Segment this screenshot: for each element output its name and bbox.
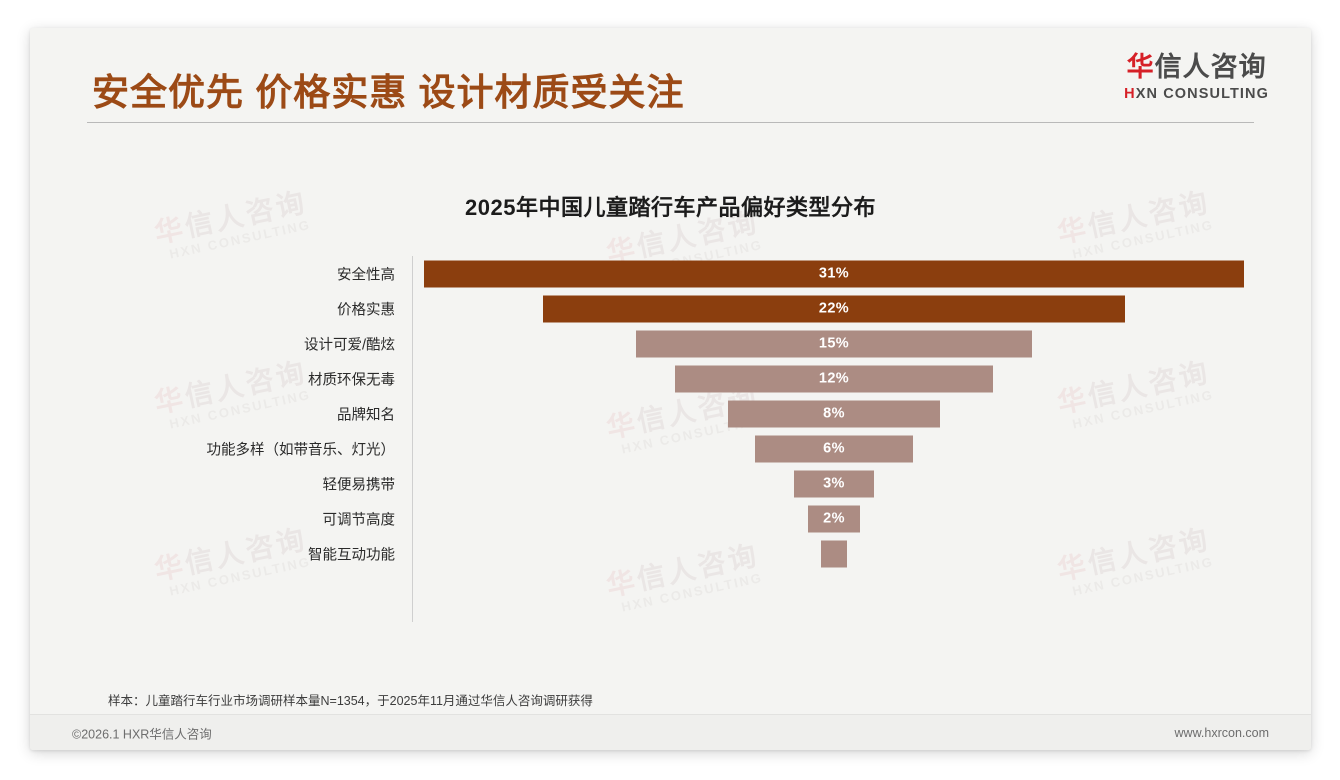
source-note: 样本：儿童踏行车行业市场调研样本量N=1354，于2025年11月通过华信人咨询… [108, 694, 593, 708]
category-axis-line [412, 256, 413, 622]
bar-category-label: 可调节高度 [322, 512, 396, 528]
bar-row: 品牌知名 8% [83, 396, 1233, 431]
bar-track: 2% [413, 501, 1233, 536]
bar-row: 可调节高度 2% [83, 501, 1233, 536]
bar-category-label: 轻便易携带 [322, 477, 396, 493]
bar-category-label: 材质环保无毒 [308, 372, 395, 388]
bar-track: 15% [413, 326, 1233, 361]
bar-row: 功能多样（如带音乐、灯光） 6% [83, 431, 1233, 466]
header-divider [87, 122, 1254, 123]
bar-track [413, 536, 1233, 571]
bar[interactable]: 31% [424, 260, 1244, 287]
bar-track: 31% [413, 256, 1244, 291]
bar-category-label: 智能互动功能 [308, 547, 395, 563]
bar-category-label: 功能多样（如带音乐、灯光） [206, 442, 396, 458]
bar-row: 材质环保无毒 12% [83, 361, 1233, 396]
slide-footer: ©2026.1 HXR华信人咨询 www.hxrcon.com [30, 714, 1311, 750]
bar-value-label: 22% [818, 300, 850, 317]
bar-value-label: 31% [818, 265, 850, 282]
slide-card: 华信人咨询 HXN CONSULTING 华信人咨询 HXN CONSULTIN… [30, 28, 1311, 750]
bar[interactable]: 8% [728, 400, 940, 427]
funnel-bar-chart: 安全性高 31% 价格实惠 22% 设计可爱/酷炫 15% 材质环保无毒 12% 品牌知名 8% 功… [83, 256, 1244, 626]
bar-track: 6% [413, 431, 1233, 466]
bar-category-label: 设计可爱/酷炫 [303, 337, 395, 353]
bar-track: 8% [413, 396, 1233, 431]
bar-row: 智能互动功能 [83, 536, 1233, 571]
bar-row: 价格实惠 22% [83, 291, 1233, 326]
chart-title: 2025年中国儿童踏行车产品偏好类型分布 [465, 195, 876, 220]
logo-cn-text: 华信人咨询 [1126, 52, 1267, 82]
bar-value-label: 6% [823, 440, 845, 457]
bar-row: 轻便易携带 3% [83, 466, 1233, 501]
bar-category-label: 品牌知名 [337, 407, 395, 423]
website-link[interactable]: www.hxrcon.com [1174, 725, 1269, 740]
slide-header: 安全优先 价格实惠 设计材质受关注 华信人咨询 HXN CONSULTING [30, 28, 1311, 122]
bar-track: 3% [413, 466, 1233, 501]
bar-value-label: 8% [823, 405, 845, 422]
bar[interactable]: 22% [543, 295, 1125, 322]
brand-logo: 华信人咨询 HXN CONSULTING [1124, 54, 1269, 102]
bar-value-label: 2% [823, 510, 845, 527]
bar-track: 12% [413, 361, 1233, 396]
bar[interactable] [820, 540, 848, 567]
bar[interactable]: 15% [635, 330, 1033, 357]
chart-container: 2025年中国儿童踏行车产品偏好类型分布 安全性高 31% 价格实惠 22% 设计可爱/… [30, 128, 1311, 688]
copyright-text: ©2026.1 HXR华信人咨询 [72, 727, 212, 741]
bar[interactable]: 3% [794, 470, 874, 497]
bar-row: 设计可爱/酷炫 15% [83, 326, 1233, 361]
bar-row: 安全性高 31% [83, 256, 1244, 291]
bar-value-label: 3% [823, 475, 845, 492]
bar-value-label: 12% [818, 370, 850, 387]
bar-category-label: 安全性高 [337, 267, 395, 283]
bar[interactable]: 6% [754, 435, 914, 462]
bar-value-label: 15% [818, 335, 850, 352]
bar[interactable]: 12% [675, 365, 993, 392]
logo-en-text: HXN CONSULTING [1124, 86, 1269, 102]
bar-track: 22% [413, 291, 1233, 326]
bar-row-list: 安全性高 31% 价格实惠 22% 设计可爱/酷炫 15% 材质环保无毒 12% 品牌知名 8% 功… [83, 256, 1244, 571]
page-title: 安全优先 价格实惠 设计材质受关注 [92, 72, 685, 113]
bar-category-label: 价格实惠 [337, 302, 395, 318]
bar[interactable]: 2% [807, 505, 861, 532]
